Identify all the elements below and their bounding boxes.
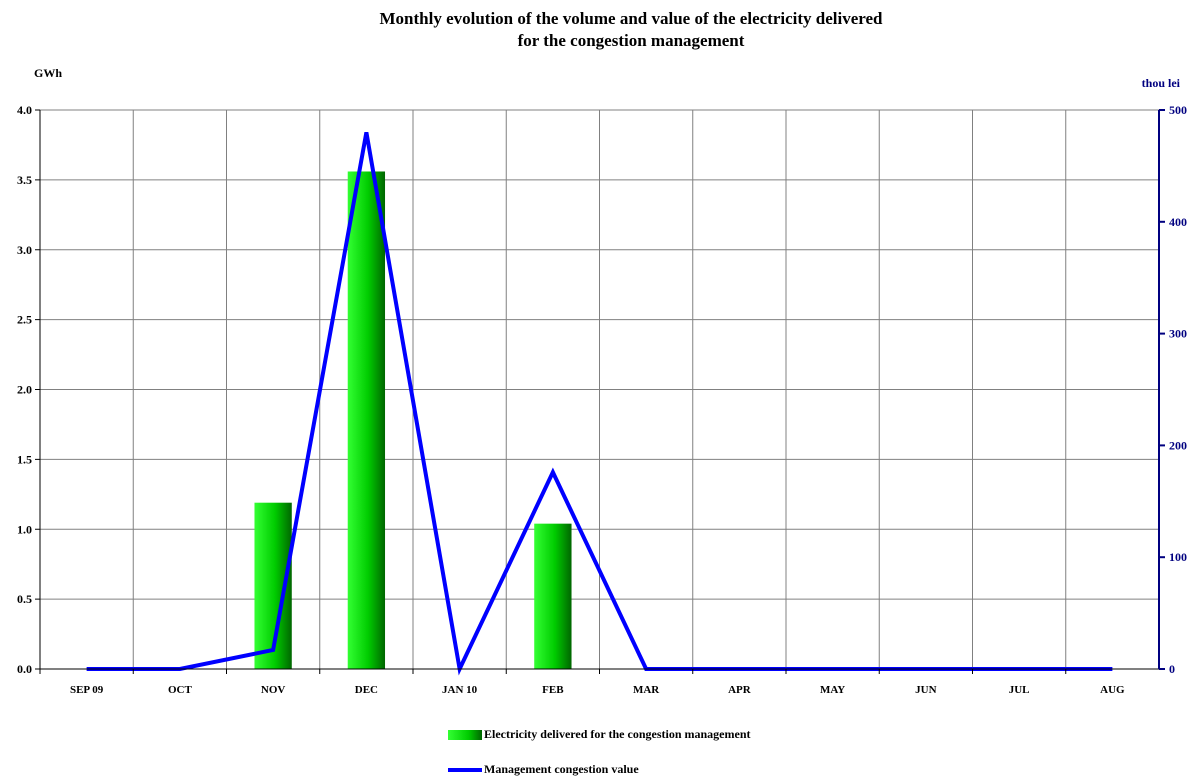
left-tick-label: 4.0 [17, 103, 32, 117]
left-tick-label: 2.5 [17, 313, 32, 327]
right-tick-label: 200 [1169, 438, 1187, 452]
left-tick-label: 0.5 [17, 592, 32, 606]
chart-title-line1: Monthly evolution of the volume and valu… [379, 9, 883, 28]
left-tick-label: 3.5 [17, 173, 32, 187]
tick-labels: 0.0 0.5 1.0 1.5 2.0 2.5 3.0 3.5 4.0 0 100 200 300 400… [17, 103, 1187, 696]
left-tick-label: 2.0 [17, 383, 32, 397]
legend-line-swatch [448, 767, 482, 772]
legend-item-line: Management congestion value [448, 762, 639, 777]
chart-title-line2: for the congestion management [517, 31, 745, 50]
axes [35, 109, 1165, 674]
left-tick-label: 3.0 [17, 243, 32, 257]
x-tick-label: APR [728, 684, 752, 696]
left-tick-label: 1.0 [17, 522, 32, 536]
x-tick-label: DEC [355, 684, 378, 696]
x-tick-label: FEB [542, 684, 564, 696]
legend-line-label: Management congestion value [484, 762, 639, 776]
bar [347, 171, 386, 670]
x-tick-label: SEP 09 [70, 684, 104, 696]
bar [534, 523, 572, 669]
right-tick-label: 100 [1169, 550, 1187, 564]
left-tick-label: 0.0 [17, 662, 32, 676]
legend-bar-swatch [448, 729, 482, 740]
right-axis-title: thou lei [1141, 76, 1180, 90]
left-tick-label: 1.5 [17, 452, 32, 466]
right-tick-label: 400 [1169, 215, 1187, 229]
right-tick-label: 300 [1169, 327, 1187, 341]
right-tick-label: 0 [1169, 662, 1175, 676]
x-tick-label: NOV [261, 684, 286, 696]
x-tick-label: JUN [915, 684, 936, 696]
x-tick-label: AUG [1100, 684, 1125, 696]
left-axis-title: GWh [34, 66, 63, 80]
gridlines [40, 109, 1159, 670]
right-tick-label: 500 [1169, 103, 1187, 117]
x-tick-label: JUL [1009, 684, 1030, 696]
x-tick-label: JAN 10 [442, 684, 478, 696]
legend-bar-label: Electricity delivered for the congestion… [484, 727, 751, 741]
x-tick-label: MAY [820, 684, 845, 696]
x-tick-label: OCT [168, 684, 193, 696]
chart-title: Monthly evolution of the volume and valu… [0, 8, 1202, 52]
x-tick-label: MAR [633, 684, 660, 696]
legend-item-bars: Electricity delivered for the congestion… [448, 727, 751, 742]
